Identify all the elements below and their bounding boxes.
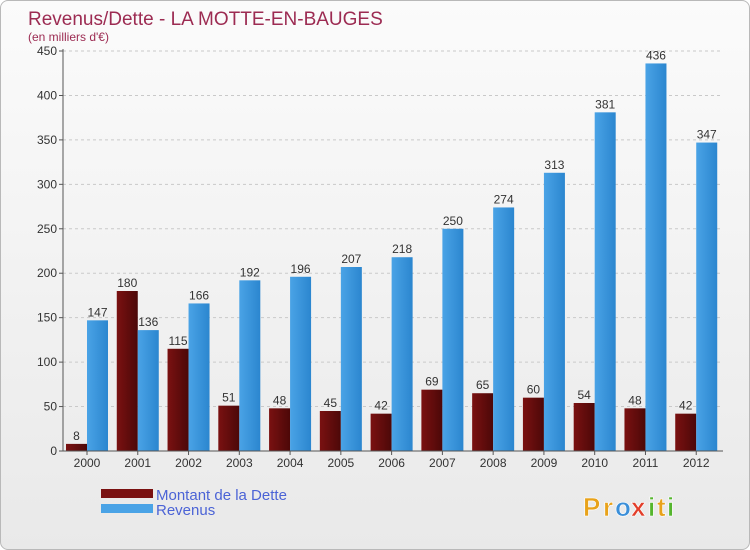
- bar-dette: [218, 405, 240, 451]
- data-label: 250: [443, 214, 463, 228]
- data-label: 136: [138, 315, 158, 329]
- x-tick-label: 2012: [683, 456, 710, 470]
- bar-dette: [269, 408, 291, 451]
- data-label: 115: [168, 334, 187, 348]
- logo-letter: r: [603, 492, 613, 522]
- legend-label-revenus: Revenus: [156, 502, 215, 519]
- data-label: 196: [291, 262, 311, 276]
- data-label: 65: [476, 378, 490, 392]
- bar-dette: [167, 348, 189, 451]
- bar-revenus: [594, 112, 616, 451]
- x-tick-label: 2005: [327, 456, 354, 470]
- data-label: 218: [392, 242, 412, 256]
- bar-revenus: [340, 267, 362, 451]
- bar-dette: [319, 411, 341, 451]
- x-tick-label: 2001: [124, 456, 151, 470]
- bar-revenus: [645, 63, 667, 451]
- data-label: 274: [494, 192, 514, 206]
- logo-letter: t: [657, 492, 666, 522]
- bar-dette: [370, 413, 392, 451]
- data-label: 42: [374, 399, 388, 413]
- legend-swatch-dette: [101, 489, 153, 498]
- data-label: 48: [628, 393, 642, 407]
- data-label: 347: [697, 128, 717, 142]
- x-tick-label: 2011: [633, 456, 659, 470]
- logo-letter: i: [667, 492, 674, 522]
- data-label: 8: [73, 429, 80, 443]
- bar-revenus: [188, 303, 210, 451]
- y-tick-label: 250: [37, 222, 57, 236]
- bar-dette: [624, 408, 646, 451]
- data-label: 207: [341, 252, 361, 266]
- y-tick-label: 0: [50, 444, 57, 458]
- x-tick-label: 2010: [581, 456, 608, 470]
- data-label: 48: [273, 393, 287, 407]
- x-tick-label: 2004: [277, 456, 304, 470]
- data-label: 51: [222, 391, 236, 405]
- data-label: 192: [240, 265, 260, 279]
- bar-revenus: [696, 142, 718, 452]
- logo-letter: i: [648, 492, 655, 522]
- data-label: 60: [527, 383, 541, 397]
- bars: 8 147 180 136 115 166 51 192 48 196 45 207 42 218 69 25…: [66, 48, 718, 452]
- data-label: 69: [425, 375, 439, 389]
- bar-revenus: [543, 172, 565, 451]
- data-label: 436: [646, 48, 666, 62]
- chart-title: Revenus/Dette - LA MOTTE-EN-BAUGES: [28, 9, 383, 30]
- data-label: 45: [324, 396, 338, 410]
- y-tick-label: 400: [37, 88, 57, 102]
- bar-dette: [472, 393, 494, 451]
- y-tick-label: 50: [44, 400, 58, 414]
- legend: Montant de la Dette Revenus: [101, 487, 287, 519]
- logo-letter: o: [615, 492, 631, 522]
- bar-dette: [675, 413, 697, 451]
- data-label: 147: [87, 305, 107, 319]
- bar-dette: [421, 389, 443, 451]
- bar-revenus: [137, 330, 159, 451]
- bar-revenus: [442, 228, 464, 451]
- logo-letter: x: [631, 492, 646, 522]
- logo-letter: P: [583, 492, 600, 522]
- y-tick-label: 150: [37, 311, 57, 325]
- y-tick-label: 350: [37, 133, 57, 147]
- x-tick-label: 2008: [480, 456, 507, 470]
- bar-revenus: [87, 320, 108, 451]
- bar-dette: [522, 397, 544, 451]
- y-tick-label: 100: [37, 355, 57, 369]
- x-tick-label: 2002: [175, 456, 202, 470]
- x-tick-label: 2007: [429, 456, 456, 470]
- bar-dette: [66, 443, 87, 451]
- chart-subtitle: (en milliers d'€): [28, 30, 109, 44]
- x-tick-label: 2003: [226, 456, 253, 470]
- y-tick-label: 300: [37, 177, 57, 191]
- y-tick-label: 200: [37, 266, 57, 280]
- bar-revenus: [290, 276, 312, 451]
- data-label: 42: [679, 399, 693, 413]
- x-tick-label: 2000: [74, 456, 101, 470]
- bar-revenus: [239, 280, 261, 451]
- data-label: 180: [117, 276, 137, 290]
- x-tick-label: 2009: [531, 456, 558, 470]
- legend-swatch-revenus: [101, 504, 153, 513]
- legend-label-dette: Montant de la Dette: [156, 487, 287, 504]
- y-tick-label: 450: [37, 44, 57, 58]
- bar-dette: [573, 403, 595, 451]
- bar-revenus: [493, 207, 515, 451]
- data-label: 313: [544, 158, 564, 172]
- x-tick-label: 2006: [378, 456, 405, 470]
- bar-revenus: [391, 257, 413, 451]
- data-label: 166: [189, 288, 209, 302]
- bar-dette: [116, 291, 138, 451]
- axes: 0 50 100 150 200 250 300 350 400 450 2000 2001 2002 2…: [37, 44, 723, 470]
- data-label: 381: [595, 97, 615, 111]
- data-label: 54: [578, 388, 592, 402]
